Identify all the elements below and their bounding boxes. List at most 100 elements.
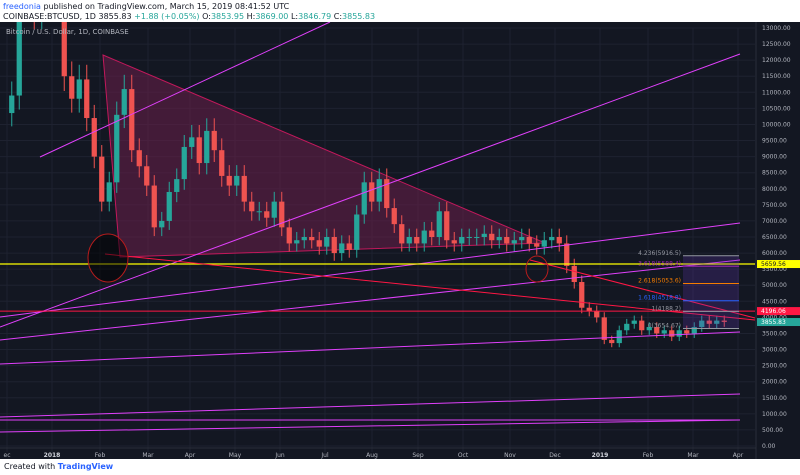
red-trend-line bbox=[104, 253, 756, 321]
x-tick-label: Dec bbox=[549, 452, 561, 459]
candle-body bbox=[76, 79, 82, 99]
y-tick-label: 7500.00 bbox=[762, 202, 787, 209]
candle-body bbox=[609, 339, 615, 344]
candle-body bbox=[526, 237, 532, 244]
publish-header: freedonia published on TradingView.com, … bbox=[0, 0, 800, 22]
x-tick-label: May bbox=[229, 452, 242, 459]
y-tick-label: 2000.00 bbox=[762, 379, 787, 386]
candle-body bbox=[84, 79, 90, 119]
ohlc-high: 3869.00 bbox=[255, 12, 289, 21]
x-tick-label: Aug bbox=[366, 452, 378, 459]
candle-body bbox=[61, 22, 67, 77]
publish-line: freedonia published on TradingView.com, … bbox=[3, 2, 289, 11]
candle-body bbox=[69, 76, 75, 99]
candle-body bbox=[436, 211, 442, 237]
y-tick-label: 5500.00 bbox=[762, 266, 787, 273]
author-link[interactable]: freedonia bbox=[3, 2, 41, 11]
trend-line bbox=[0, 259, 741, 341]
y-tick-label: 1500.00 bbox=[762, 395, 787, 402]
y-tick-label: 10000.00 bbox=[762, 121, 791, 128]
candle-body bbox=[669, 330, 675, 337]
x-tick-label: Feb bbox=[643, 452, 654, 459]
candle-body bbox=[369, 182, 375, 202]
candle-body bbox=[601, 317, 607, 340]
candle-body bbox=[279, 201, 285, 228]
x-tick-label: 2019 bbox=[592, 452, 609, 459]
candle-body bbox=[444, 211, 450, 241]
fib-level-label: 1.618(4518.8) bbox=[638, 295, 681, 302]
price-label: 5659.56 bbox=[761, 261, 786, 268]
candle-body bbox=[586, 307, 592, 311]
y-tick-label: 6000.00 bbox=[762, 250, 787, 257]
candle-body bbox=[594, 310, 600, 318]
candle-body bbox=[151, 185, 157, 228]
price-label: 3855.83 bbox=[761, 319, 786, 326]
x-tick-label: Mar bbox=[142, 452, 154, 459]
y-tick-label: 1000.00 bbox=[762, 411, 787, 418]
y-tick-label: 4500.00 bbox=[762, 298, 787, 305]
candle-body bbox=[159, 220, 165, 228]
candle-body bbox=[706, 320, 712, 324]
candle-body bbox=[391, 208, 397, 225]
candle-body bbox=[684, 330, 690, 334]
candle-body bbox=[234, 175, 240, 186]
candle-body bbox=[226, 175, 232, 186]
fib-level-label: 4.236(5916.5) bbox=[638, 250, 681, 257]
candle-body bbox=[489, 233, 495, 241]
candle-body bbox=[376, 179, 382, 202]
candle-body bbox=[624, 323, 630, 331]
candle-body bbox=[331, 237, 337, 254]
candle-body bbox=[106, 182, 112, 202]
candle-body bbox=[534, 243, 540, 247]
y-tick-label: 9000.00 bbox=[762, 154, 787, 161]
footer: Created with TradingView bbox=[0, 459, 800, 475]
chart-canvas[interactable]: 4.236(5916.5) 3.618(5588.4) 2.618(5053.6) 1… bbox=[0, 22, 800, 459]
candle-body bbox=[181, 146, 187, 180]
candle-body bbox=[481, 233, 487, 237]
price-label-box bbox=[757, 307, 800, 316]
candle-body bbox=[474, 237, 480, 238]
last-price: 3855.83 bbox=[98, 12, 132, 21]
tradingview-logo[interactable]: TradingView bbox=[57, 462, 114, 471]
y-tick-label: 6500.00 bbox=[762, 234, 787, 241]
candle-body bbox=[451, 240, 457, 244]
y-tick-label: 9500.00 bbox=[762, 138, 787, 145]
candle-body bbox=[339, 243, 345, 254]
y-tick-label: 13000.00 bbox=[762, 25, 791, 32]
x-tick-label: Apr bbox=[185, 452, 196, 459]
symbol-line: COINBASE:BTCUSD, 1D 3855.83 +1.88 (+0.05… bbox=[3, 12, 375, 21]
y-tick-label: 4000.00 bbox=[762, 314, 787, 321]
candle-body bbox=[324, 237, 330, 247]
candle-body bbox=[556, 237, 562, 244]
ohlc-open: 3853.95 bbox=[210, 12, 245, 21]
price-change: +1.88 (+0.05%) bbox=[134, 12, 200, 21]
candle-body bbox=[691, 327, 697, 334]
candle-body bbox=[294, 240, 300, 244]
x-tick-label: Jul bbox=[320, 452, 329, 459]
candle-body bbox=[571, 265, 577, 283]
y-tick-label: 5000.00 bbox=[762, 282, 787, 289]
y-tick-label: 2500.00 bbox=[762, 363, 787, 370]
chart-title: Bitcoin / U.S. Dollar, 1D, COINBASE bbox=[6, 28, 129, 36]
fib-level-label: 3.618(5588.4) bbox=[638, 260, 681, 267]
published-text: published on TradingView.com, March 15, … bbox=[43, 2, 290, 11]
candle-body bbox=[421, 230, 427, 244]
candle-body bbox=[504, 237, 510, 244]
fib-extension-box bbox=[683, 255, 739, 329]
candle-body bbox=[256, 211, 262, 213]
chart-area[interactable]: 4.236(5916.5) 3.618(5588.4) 2.618(5053.6) 1… bbox=[0, 22, 800, 459]
candle-body bbox=[399, 224, 405, 244]
ohlc-o-label: O: bbox=[202, 12, 211, 21]
red-trend-line bbox=[529, 259, 756, 319]
y-tick-label: 8500.00 bbox=[762, 170, 787, 177]
y-tick-label: 12500.00 bbox=[762, 41, 791, 48]
candle-body bbox=[361, 182, 367, 215]
candle-body bbox=[519, 237, 525, 241]
candle-body bbox=[714, 320, 720, 324]
candle-body bbox=[676, 330, 682, 337]
fib-level-label: 1(4188.2) bbox=[652, 305, 682, 312]
y-tick-label: 11500.00 bbox=[762, 73, 791, 80]
ohlc-h-label: H: bbox=[246, 12, 256, 21]
candle-body bbox=[121, 89, 127, 115]
candle-body bbox=[91, 118, 97, 157]
